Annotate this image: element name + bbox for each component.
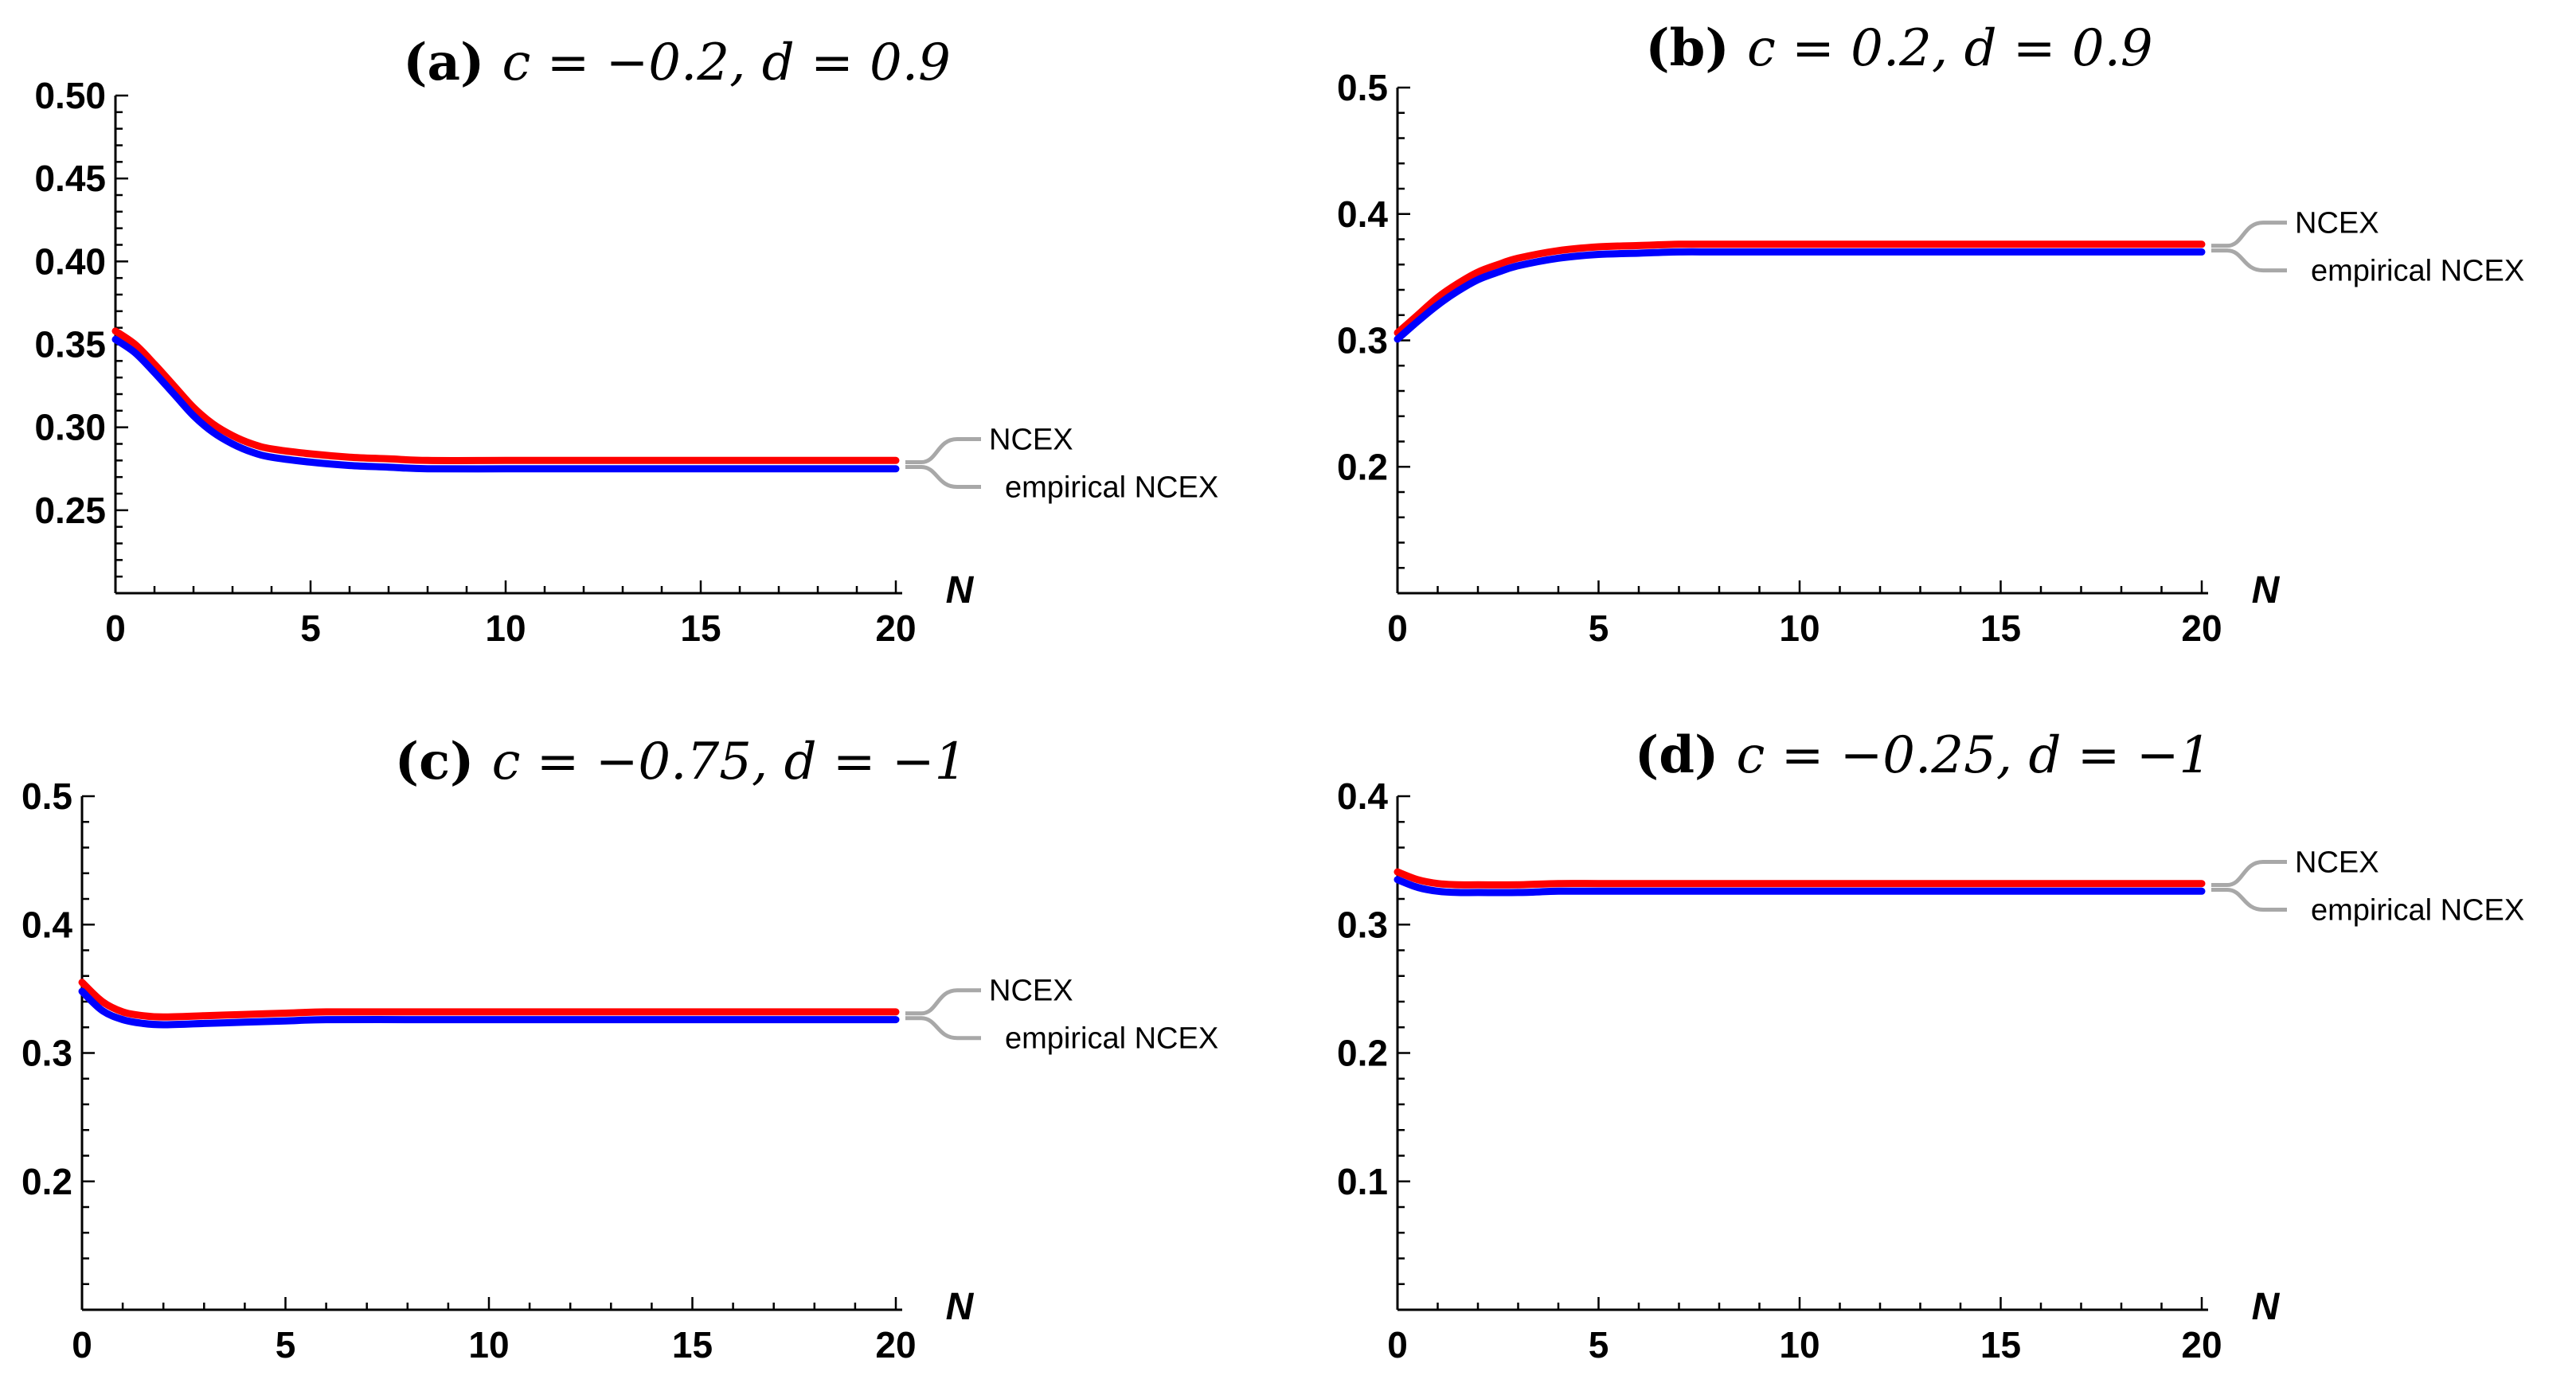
series-line-ncex: [1394, 868, 2206, 889]
x-tick-label: 15: [1980, 1324, 2021, 1366]
legend-leader-ncex: [2211, 859, 2287, 887]
y-tick-label: 0.4: [1337, 776, 1388, 817]
legend-leader-ncex: [905, 988, 981, 1016]
chart-panel-3: 0 5 10 15 20 0.2 0.3 0.4 0.5 N (c) c = −0.75, d = …: [21, 732, 1218, 1366]
chart-title-tag: (b): [1645, 18, 1747, 78]
x-tick-label: 5: [276, 1324, 296, 1366]
y-tick-label: 0.2: [21, 1161, 72, 1202]
y-tick-label: 0.25: [34, 490, 106, 531]
y-tick-label: 0.5: [1337, 67, 1388, 108]
x-tick-label: 15: [680, 608, 721, 649]
x-axis-label: N: [2252, 1286, 2281, 1328]
x-axis-label: N: [946, 569, 975, 611]
x-tick-label: 0: [1387, 608, 1408, 649]
x-tick-label: 15: [1980, 608, 2021, 649]
series-line-empirical-ncex: [111, 335, 900, 473]
legend-leader-empirical-ncex: [905, 465, 981, 490]
legend-leader-ncex: [2211, 221, 2287, 248]
y-tick-label: 0.40: [34, 240, 106, 282]
legend-label-empirical-ncex: empirical NCEX: [2311, 255, 2524, 288]
y-tick-label: 0.1: [1337, 1161, 1388, 1202]
legend-leader-empirical-ncex: [2211, 887, 2287, 912]
chart-title-tag: (c): [395, 732, 492, 791]
x-tick-label: 5: [1589, 608, 1609, 649]
legend-label-ncex: NCEX: [989, 424, 1073, 457]
chart-title: (b) c = 0.2, d = 0.9: [1645, 18, 2152, 78]
x-tick-label: 20: [2181, 1324, 2222, 1366]
legend-leader-ncex: [905, 437, 981, 465]
y-tick-label: 0.4: [1337, 193, 1388, 235]
y-tick-label: 0.5: [21, 776, 72, 817]
y-tick-label: 0.3: [1337, 904, 1388, 945]
chart-panel-4: 0 5 10 15 20 0.1 0.2 0.3 0.4 N (d) c = −0.25, d = …: [1337, 725, 2524, 1366]
x-axis-label: N: [946, 1286, 975, 1328]
chart-panel-1: 0 5 10 15 20 0.25 0.30 0.35 0.40 0.45 0.50 N (a) c =…: [34, 33, 1218, 649]
legend-label-empirical-ncex: empirical NCEX: [1005, 1022, 1218, 1056]
chart-title-params: c = 0.2, d = 0.9: [1747, 19, 2153, 78]
x-tick-label: 10: [485, 608, 526, 649]
x-tick-label: 20: [875, 1324, 916, 1366]
y-tick-label: 0.50: [34, 75, 106, 116]
legend-label-ncex: NCEX: [2295, 207, 2379, 240]
x-tick-label: 10: [468, 1324, 509, 1366]
y-tick-label: 0.2: [1337, 1033, 1388, 1074]
x-tick-label: 20: [2181, 608, 2222, 649]
x-tick-label: 5: [300, 608, 321, 649]
legend-label-ncex: NCEX: [2295, 846, 2379, 879]
chart-title-tag: (d): [1635, 725, 1737, 785]
legend-label-empirical-ncex: empirical NCEX: [1005, 471, 1218, 505]
series-line-empirical-ncex: [1394, 876, 2206, 897]
legend-label-empirical-ncex: empirical NCEX: [2311, 893, 2524, 927]
chart-title-tag: (a): [403, 33, 502, 92]
x-tick-label: 0: [72, 1324, 92, 1366]
chart-title-params: c = −0.75, d = −1: [492, 733, 967, 791]
x-tick-label: 15: [672, 1324, 713, 1366]
chart-title: (d) c = −0.25, d = −1: [1635, 725, 2211, 785]
y-tick-label: 0.3: [1337, 320, 1388, 361]
chart-title-params: c = −0.25, d = −1: [1737, 726, 2212, 785]
legend-label-ncex: NCEX: [989, 975, 1073, 1008]
y-tick-label: 0.2: [1337, 446, 1388, 487]
series-line-ncex: [78, 979, 900, 1021]
chart-panel-2: 0 5 10 15 20 0.2 0.3 0.4 0.5 N (b) c = 0.2, d = 0.…: [1337, 18, 2524, 649]
x-tick-label: 5: [1589, 1324, 1609, 1366]
y-tick-label: 0.30: [34, 407, 106, 448]
series-line-ncex: [1394, 240, 2206, 337]
series-line-ncex: [111, 327, 900, 464]
x-tick-label: 10: [1779, 1324, 1820, 1366]
y-tick-label: 0.45: [34, 158, 106, 199]
legend-leader-empirical-ncex: [2211, 248, 2287, 273]
chart-title-params: c = −0.2, d = 0.9: [502, 33, 951, 92]
legend-leader-empirical-ncex: [905, 1016, 981, 1041]
series-line-empirical-ncex: [78, 987, 900, 1029]
x-tick-label: 20: [875, 608, 916, 649]
y-tick-label: 0.4: [21, 904, 72, 945]
x-tick-label: 10: [1779, 608, 1820, 649]
x-axis-label: N: [2252, 569, 2281, 611]
x-tick-label: 0: [105, 608, 126, 649]
y-tick-label: 0.35: [34, 324, 106, 365]
y-tick-label: 0.3: [21, 1033, 72, 1074]
x-tick-label: 0: [1387, 1324, 1408, 1366]
chart-title: (c) c = −0.75, d = −1: [395, 732, 967, 791]
chart-title: (a) c = −0.2, d = 0.9: [403, 33, 951, 92]
series-line-empirical-ncex: [1394, 248, 2206, 343]
